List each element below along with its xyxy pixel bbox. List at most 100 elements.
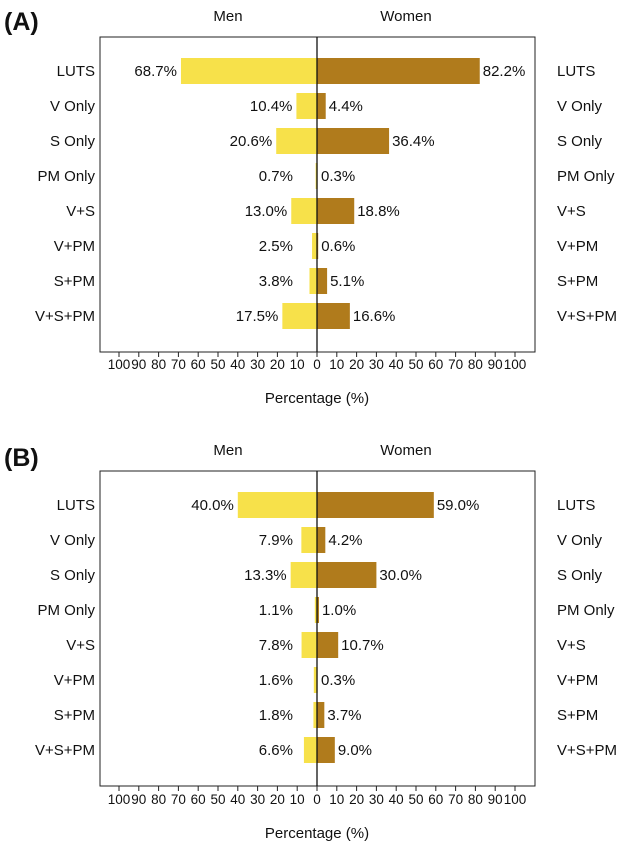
bar-women-0 (317, 492, 434, 518)
bar-women-0 (317, 58, 480, 84)
bar-women-3 (317, 597, 319, 623)
data-label-women: 30.0% (379, 567, 422, 584)
panel-label: (A) (4, 8, 39, 36)
category-label-left: S Only (50, 567, 96, 584)
category-label-left: V Only (50, 98, 96, 115)
data-label-women: 10.7% (341, 637, 384, 654)
x-tick-label: 60 (191, 792, 206, 807)
x-axis-title: Percentage (%) (265, 825, 369, 842)
bar-men-2 (290, 562, 317, 588)
x-axis-title: Percentage (%) (265, 390, 369, 407)
x-tick-label: 20 (349, 357, 364, 372)
x-tick-label: 70 (171, 357, 186, 372)
x-tick-label: 100 (504, 357, 527, 372)
data-label-men: 40.0% (191, 497, 234, 514)
x-tick-label: 60 (428, 357, 443, 372)
bar-men-5 (312, 233, 317, 259)
data-label-women: 0.3% (321, 168, 355, 185)
x-tick-label: 40 (230, 357, 245, 372)
data-label-men: 13.3% (244, 567, 287, 584)
x-tick-label: 80 (151, 792, 166, 807)
data-label-women: 59.0% (437, 497, 480, 514)
bar-men-3 (314, 597, 317, 623)
data-label-women: 4.4% (329, 98, 363, 115)
x-tick-label: 10 (290, 792, 305, 807)
category-label-left: V+PM (54, 672, 95, 689)
data-label-women: 5.1% (330, 273, 364, 290)
category-label-right: V Only (557, 98, 603, 115)
data-label-men: 1.1% (259, 602, 293, 619)
category-label-left: LUTS (57, 497, 95, 514)
x-tick-label: 10 (329, 792, 344, 807)
data-label-women: 1.0% (322, 602, 356, 619)
x-tick-label: 50 (210, 792, 225, 807)
data-label-men: 10.4% (250, 98, 293, 115)
data-label-men: 0.7% (259, 168, 293, 185)
bar-women-6 (317, 268, 328, 294)
data-label-women: 36.4% (392, 133, 435, 150)
category-label-right: PM Only (557, 168, 615, 185)
x-tick-label: 20 (349, 792, 364, 807)
x-tick-label: 10 (329, 357, 344, 372)
bar-men-6 (309, 268, 317, 294)
category-label-left: S+PM (54, 707, 95, 724)
data-label-men: 3.8% (259, 273, 293, 290)
category-label-right: S Only (557, 133, 603, 150)
bar-women-1 (317, 93, 326, 119)
category-label-right: S+PM (557, 707, 598, 724)
data-label-women: 16.6% (353, 308, 396, 325)
x-tick-label: 40 (230, 792, 245, 807)
bar-men-6 (313, 702, 317, 728)
x-tick-label: 60 (428, 792, 443, 807)
x-tick-label: 60 (191, 357, 206, 372)
men-header: Men (213, 8, 242, 25)
x-tick-label: 50 (210, 357, 225, 372)
panel-label: (B) (4, 444, 39, 472)
data-label-women: 0.6% (321, 238, 355, 255)
x-tick-label: 30 (369, 792, 384, 807)
x-tick-label: 100 (108, 357, 131, 372)
x-tick-label: 90 (131, 792, 146, 807)
data-label-men: 7.9% (259, 532, 293, 549)
x-tick-label: 80 (468, 792, 483, 807)
x-tick-label: 0 (313, 792, 321, 807)
x-tick-label: 30 (250, 792, 265, 807)
data-label-men: 2.5% (259, 238, 293, 255)
x-tick-label: 0 (313, 357, 321, 372)
category-label-left: S Only (50, 133, 96, 150)
bar-women-1 (317, 527, 326, 553)
category-label-right: V+S+PM (557, 742, 617, 759)
x-tick-label: 50 (408, 792, 423, 807)
category-label-left: V+PM (54, 238, 95, 255)
x-tick-label: 30 (369, 357, 384, 372)
x-tick-label: 90 (488, 357, 503, 372)
chart-panel-b: (B) Men Women LUTS LUTS 40.0% 59.0% V Only V Onl… (4, 442, 617, 842)
bar-women-4 (317, 632, 339, 658)
category-label-left: PM Only (37, 168, 95, 185)
category-label-left: V+S+PM (35, 742, 95, 759)
category-label-left: V+S (66, 203, 95, 220)
bar-men-2 (276, 128, 317, 154)
x-tick-label: 70 (171, 792, 186, 807)
category-label-left: V+S+PM (35, 308, 95, 325)
category-label-right: S+PM (557, 273, 598, 290)
data-label-men: 1.6% (259, 672, 293, 689)
category-label-left: S+PM (54, 273, 95, 290)
category-label-right: V+PM (557, 672, 598, 689)
data-label-men: 17.5% (236, 308, 279, 325)
x-tick-label: 20 (270, 792, 285, 807)
x-tick-label: 90 (488, 792, 503, 807)
category-label-right: PM Only (557, 602, 615, 619)
x-tick-label: 20 (270, 357, 285, 372)
bar-men-1 (301, 527, 317, 553)
x-tick-label: 100 (504, 792, 527, 807)
category-label-right: V Only (557, 532, 603, 549)
bar-men-1 (296, 93, 317, 119)
data-label-men: 6.6% (259, 742, 293, 759)
bar-men-0 (180, 58, 317, 84)
data-label-men: 7.8% (259, 637, 293, 654)
x-tick-label: 100 (108, 792, 131, 807)
x-tick-label: 40 (389, 357, 404, 372)
category-label-left: PM Only (37, 602, 95, 619)
